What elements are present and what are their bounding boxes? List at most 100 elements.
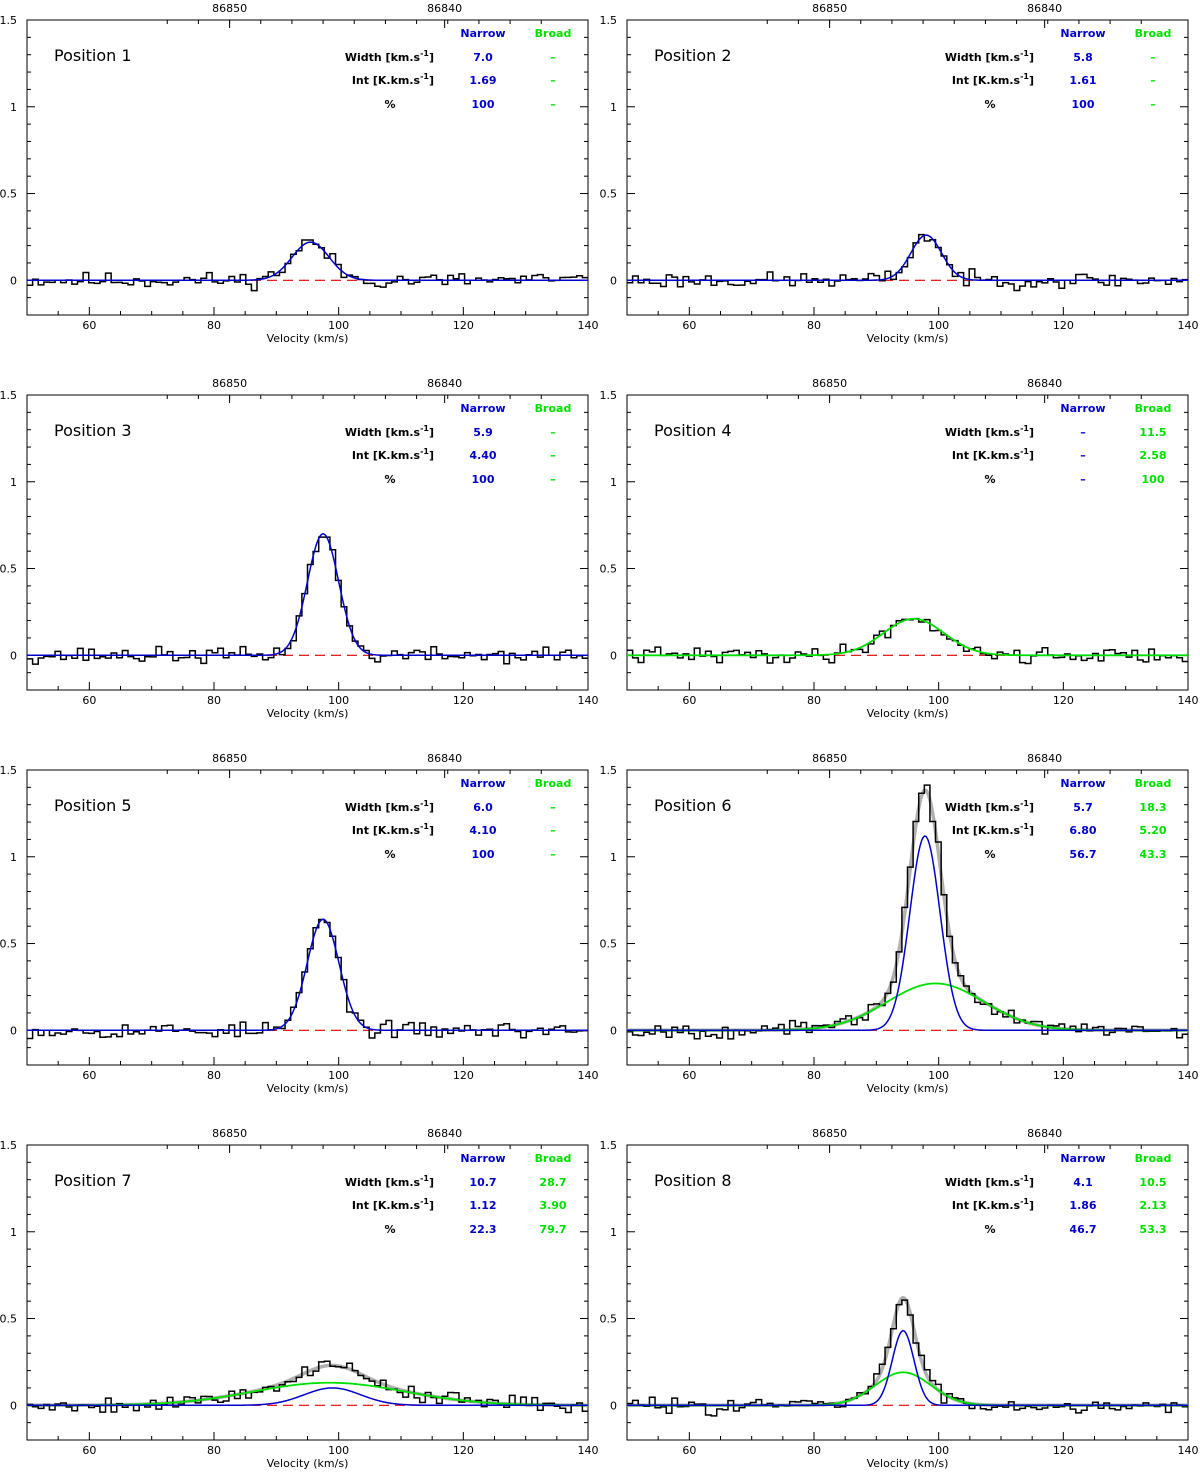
spectrum-histogram [627,1299,1188,1417]
header-narrow: Narrow [460,402,505,415]
broad-int-value: – [550,824,556,837]
panel-title: Position 1 [54,46,132,65]
panel-title: Position 5 [54,796,132,815]
y-tick-label: 0 [10,274,17,287]
y-tick-label: 1.5 [600,764,618,777]
broad-int-value: 3.90 [539,1199,566,1212]
narrow-percent-value: 22.3 [469,1223,496,1236]
y-tick-label: 0.5 [600,188,618,201]
x-tick-label: 120 [453,319,474,332]
narrow-fit-curve [27,1387,588,1407]
y-tick-label: 0.5 [0,188,17,201]
row-label-int: Int [K.km.s-1] [352,1197,434,1212]
x-tick-label: 60 [82,694,96,707]
row-label-int: Int [K.km.s-1] [952,822,1034,837]
narrow-width-value: – [1080,426,1086,439]
narrow-int-value: 1.61 [1069,74,1096,87]
y-tick-label: 0 [10,1399,17,1412]
y-tick-label: 0 [610,1399,617,1412]
broad-int-value: – [550,449,556,462]
y-tick-label: 1 [10,1226,17,1239]
y-tick-label: 0.5 [0,1313,17,1326]
x-tick-label: 80 [207,319,221,332]
broad-width-value: – [550,51,556,64]
x-tick-label: 120 [453,694,474,707]
row-label-percent: % [984,98,995,111]
panel-position-5: 60 80 100 120 140 86850 86840 0 0.5 1 1.5 Velocity … [0,752,599,1095]
x-tick-label: 80 [807,1444,821,1457]
broad-percent-value: – [550,98,556,111]
narrow-percent-value: 56.7 [1069,848,1096,861]
panel-title: Position 8 [654,1171,732,1190]
row-label-width: Width [km.s-1] [345,424,434,439]
top-tick-label: 86840 [427,1127,462,1140]
spectrum-histogram [627,617,1188,665]
row-label-int: Int [K.km.s-1] [952,1197,1034,1212]
narrow-percent-value: 100 [472,848,495,861]
row-label-int: Int [K.km.s-1] [952,447,1034,462]
panel-title: Position 7 [54,1171,132,1190]
top-tick-label: 86850 [212,1127,247,1140]
top-tick-label: 86840 [1027,1127,1062,1140]
x-tick-label: 60 [682,319,696,332]
top-tick-label: 86850 [212,377,247,390]
y-tick-label: 0.5 [600,938,618,951]
panel-position-3: 60 80 100 120 140 86850 86840 0 0.5 1 1.5 Velocity … [0,377,599,720]
row-label-width: Width [km.s-1] [945,424,1034,439]
header-narrow: Narrow [460,27,505,40]
narrow-width-value: 10.7 [469,1176,496,1189]
top-tick-label: 86840 [427,752,462,765]
narrow-int-value: 4.40 [469,449,496,462]
top-tick-label: 86840 [1027,752,1062,765]
row-label-width: Width [km.s-1] [945,49,1034,64]
y-tick-label: 1 [610,101,617,114]
spectrum-histogram [627,233,1188,292]
row-label-int: Int [K.km.s-1] [952,72,1034,87]
top-tick-label: 86840 [427,2,462,15]
broad-width-value: 10.5 [1139,1176,1166,1189]
x-axis-label: Velocity (km/s) [267,1082,349,1095]
narrow-fit-curve [627,234,1188,282]
y-tick-label: 0.5 [600,1313,618,1326]
broad-fit-curve [627,982,1188,1032]
header-broad: Broad [535,27,572,40]
header-narrow: Narrow [1060,402,1105,415]
spectrum-histogram [627,784,1188,1040]
spectrum-histogram [27,918,588,1040]
broad-int-value: 2.58 [1139,449,1166,462]
narrow-width-value: 5.7 [1073,801,1093,814]
broad-width-value: 11.5 [1139,426,1166,439]
y-tick-label: 0.5 [0,938,17,951]
spectrum-histogram [27,536,588,665]
narrow-percent-value: 100 [1072,98,1095,111]
row-label-width: Width [km.s-1] [945,1174,1034,1189]
row-label-width: Width [km.s-1] [345,49,434,64]
y-tick-label: 1.5 [0,14,17,27]
narrow-fit-curve [627,835,1188,1032]
header-narrow: Narrow [460,777,505,790]
row-label-width: Width [km.s-1] [945,799,1034,814]
narrow-int-value: 4.10 [469,824,496,837]
row-label-percent: % [384,1223,395,1236]
y-tick-label: 1.5 [0,389,17,402]
row-label-int: Int [K.km.s-1] [352,447,434,462]
top-tick-label: 86840 [1027,2,1062,15]
narrow-fit-curve [27,241,588,282]
y-tick-label: 0 [610,1024,617,1037]
x-tick-label: 140 [1178,1444,1199,1457]
header-broad: Broad [1135,27,1172,40]
top-tick-label: 86850 [812,1127,847,1140]
x-axis-label: Velocity (km/s) [267,1457,349,1470]
row-label-percent: % [384,473,395,486]
row-label-int: Int [K.km.s-1] [352,822,434,837]
broad-int-value: – [1150,74,1156,87]
broad-width-value: – [550,426,556,439]
x-tick-label: 120 [453,1444,474,1457]
narrow-percent-value: 100 [472,473,495,486]
top-tick-label: 86850 [812,377,847,390]
x-tick-label: 140 [578,319,599,332]
header-narrow: Narrow [1060,1152,1105,1165]
x-tick-label: 60 [82,319,96,332]
top-tick-label: 86840 [1027,377,1062,390]
